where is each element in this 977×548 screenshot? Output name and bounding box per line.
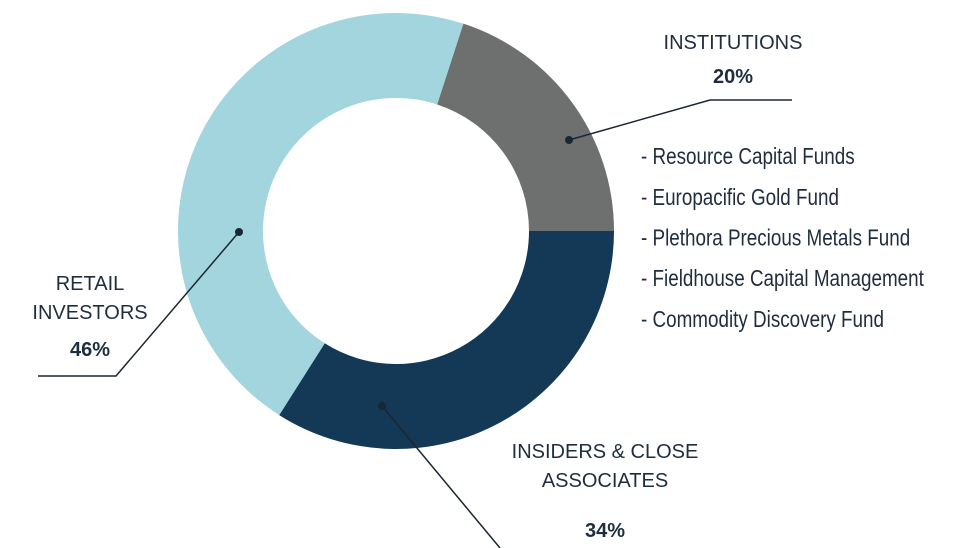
fund-list: - Resource Capital Funds - Europacific Go… [641, 144, 924, 332]
slices [178, 13, 614, 450]
leader-line [568, 99, 792, 141]
category-label: RETAIL INVESTORS [32, 273, 148, 324]
fund-name: - Resource Capital Funds [641, 144, 855, 169]
leader-dot [235, 228, 243, 236]
fund-name: - Fieldhouse Capital Management [641, 266, 924, 291]
slice [437, 23, 614, 232]
category-label: INSIDERS & CLOSE ASSOCIATES [511, 441, 699, 492]
category-label: INSTITUTIONS [663, 32, 803, 54]
slice [279, 231, 614, 450]
value-label: 34% [584, 520, 626, 542]
value-label: 46% [69, 339, 111, 361]
fund-name: - Europacific Gold Fund [641, 185, 839, 210]
fund-name: - Commodity Discovery Fund [641, 307, 884, 332]
value-label: 20% [712, 66, 754, 88]
leader-lines [38, 99, 792, 548]
leader-dot [565, 136, 573, 144]
fund-name: - Plethora Precious Metals Fund [641, 226, 910, 251]
leader-line [381, 405, 501, 548]
leader-dot [378, 402, 386, 410]
leader-line [38, 231, 240, 377]
slice [178, 13, 464, 416]
